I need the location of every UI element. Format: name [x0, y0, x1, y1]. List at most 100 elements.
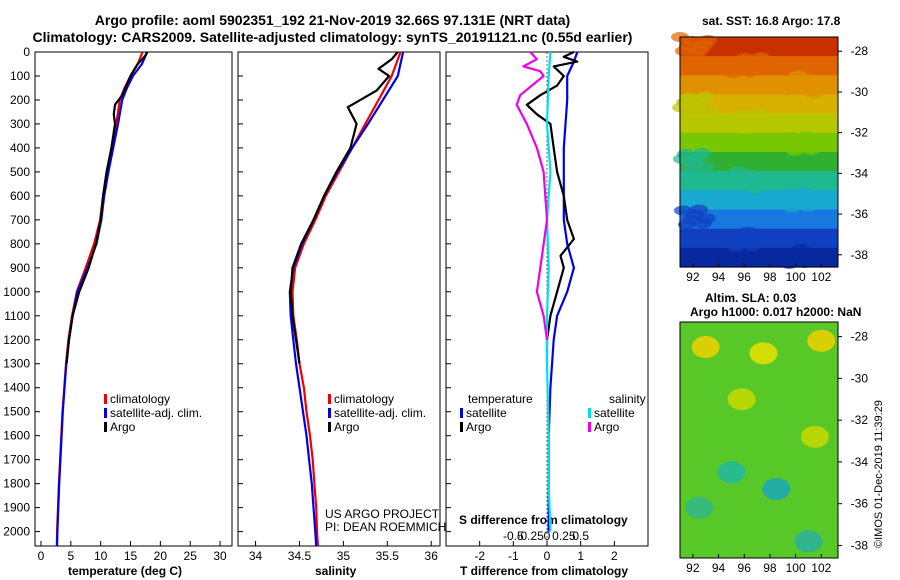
- sst-y-tick-label: -30: [851, 85, 869, 99]
- sla-anomaly-blob: [685, 496, 714, 519]
- difference-series-s-satellite: [545, 51, 552, 532]
- sst-texture: [801, 74, 819, 85]
- depth-tick-label: 500: [10, 165, 30, 179]
- temperature-legend-swatch: [104, 394, 107, 404]
- depth-tick-label: 1300: [3, 357, 30, 371]
- salinity-x-tick-label: 34.5: [288, 549, 312, 563]
- temperature-x-tick-label: 15: [124, 549, 138, 563]
- sla-map-frame: [679, 321, 839, 559]
- sst-x-tick-label: 92: [686, 270, 700, 284]
- sst-texture: [742, 170, 760, 181]
- sla-x-tick-label: 96: [738, 561, 752, 575]
- salinity-plot-frame: [237, 51, 441, 547]
- pi-note: PI: DEAN ROEMMICH: [325, 520, 447, 534]
- temperature-x-axis-label: temperature (deg C): [68, 564, 183, 578]
- temperature-plot-frame: [34, 51, 233, 547]
- diff-t-legend-swatch: [460, 408, 463, 418]
- sla-anomaly-blob: [800, 425, 829, 448]
- sst-x-tick-label: 94: [712, 270, 726, 284]
- sst-texture: [795, 187, 813, 198]
- sst-color-band: [680, 94, 838, 115]
- difference-x-tick-label: 1: [577, 549, 584, 563]
- difference-series-t-satellite: [547, 51, 579, 532]
- sst-color-band: [680, 152, 838, 172]
- depth-tick-label: 1500: [3, 405, 30, 419]
- sst-texture: [804, 247, 822, 258]
- sla-anomaly-blob: [762, 478, 791, 501]
- sst-texture: [750, 179, 768, 190]
- depth-tick-label: 0: [23, 45, 30, 59]
- sla-anomaly-blob: [794, 530, 823, 553]
- sla-y-tick-label: -30: [851, 371, 869, 385]
- temperature-legend-label: Argo: [110, 420, 136, 434]
- sst-map-title: sat. SST: 16.8 Argo: 17.8: [702, 14, 841, 28]
- sst-texture: [696, 91, 714, 102]
- difference-series-t-argo: [525, 51, 579, 364]
- sst-texture: [798, 130, 816, 141]
- sla-x-tick-label: 92: [686, 561, 700, 575]
- sla-anomaly-blob: [749, 342, 778, 365]
- diff-s-legend-label: satellite: [594, 406, 635, 420]
- temperature-series-argo: [65, 51, 149, 364]
- depth-tick-label: 1600: [3, 429, 30, 443]
- diff-s-legend-label: Argo: [594, 420, 620, 434]
- diff-t-legend-swatch: [460, 422, 463, 432]
- temperature-x-tick-label: 25: [184, 549, 198, 563]
- salinity-x-tick-label: 35.5: [376, 549, 400, 563]
- depth-tick-label: 1400: [3, 381, 30, 395]
- sla-y-tick-label: -38: [851, 538, 869, 552]
- depth-tick-label: 300: [10, 117, 30, 131]
- diff-t-legend-label: satellite: [466, 406, 507, 420]
- difference-x-tick-label: -1: [508, 549, 519, 563]
- sla-map-subtitle: Argo h1000: 0.017 h2000: NaN: [690, 305, 862, 319]
- sla-x-tick-label: 100: [786, 561, 806, 575]
- depth-tick-label: 1000: [3, 285, 30, 299]
- salinity-x-tick-label: 36: [425, 549, 439, 563]
- sst-texture: [751, 230, 769, 241]
- sla-y-tick-label: -34: [851, 455, 869, 469]
- s-difference-tick-label: -0.25: [516, 529, 544, 543]
- difference-x-tick-label: 0: [544, 549, 551, 563]
- difference-series-s-argo: [515, 51, 549, 340]
- sst-texture: [693, 148, 711, 158]
- depth-tick-label: 1200: [3, 333, 30, 347]
- salinity-series-satellite-adj-clim-: [288, 51, 405, 547]
- temperature-legend-label: satellite-adj. clim.: [110, 406, 202, 420]
- salinity-legend-swatch: [328, 408, 331, 418]
- sla-map: [680, 322, 838, 558]
- depth-tick-label: 400: [10, 141, 30, 155]
- depth-tick-label: 100: [10, 69, 30, 83]
- sla-x-tick-label: 102: [811, 561, 831, 575]
- s-difference-axis-label: S difference from climatology: [459, 513, 628, 527]
- temperature-x-tick-label: 10: [94, 549, 108, 563]
- sst-x-tick-label: 100: [786, 270, 806, 284]
- sst-color-band: [680, 209, 838, 230]
- chart-subtitle: Climatology: CARS2009. Satellite-adjuste…: [32, 29, 633, 45]
- diff-s-legend-swatch: [588, 408, 591, 418]
- sst-map: [671, 32, 838, 269]
- sst-texture: [697, 162, 715, 172]
- depth-tick-label: 800: [10, 237, 30, 251]
- sst-color-band: [680, 37, 838, 57]
- diff-t-legend-label: Argo: [466, 420, 492, 434]
- salinity-x-tick-label: 35: [337, 549, 351, 563]
- temperature-legend-title: temperature: [468, 392, 533, 406]
- diff-s-legend-swatch: [588, 422, 591, 432]
- sst-texture: [753, 122, 771, 133]
- s-difference-tick-label: 0.5: [572, 529, 589, 543]
- sst-texture: [749, 108, 767, 119]
- temperature-x-tick-label: 30: [213, 549, 227, 563]
- sst-texture: [805, 88, 823, 99]
- sla-anomaly-blob: [727, 388, 756, 411]
- depth-tick-label: 1900: [3, 501, 30, 515]
- salinity-legend-swatch: [328, 422, 331, 432]
- sla-y-tick-label: -36: [851, 497, 869, 511]
- sst-y-tick-label: -38: [851, 248, 869, 262]
- depth-tick-label: 600: [10, 189, 30, 203]
- sst-map-frame: [679, 36, 839, 268]
- salinity-legend-title: salinity: [609, 392, 646, 406]
- depth-tick-label: 1700: [3, 453, 30, 467]
- depth-tick-label: 200: [10, 93, 30, 107]
- salinity-x-tick-label: 34: [249, 549, 263, 563]
